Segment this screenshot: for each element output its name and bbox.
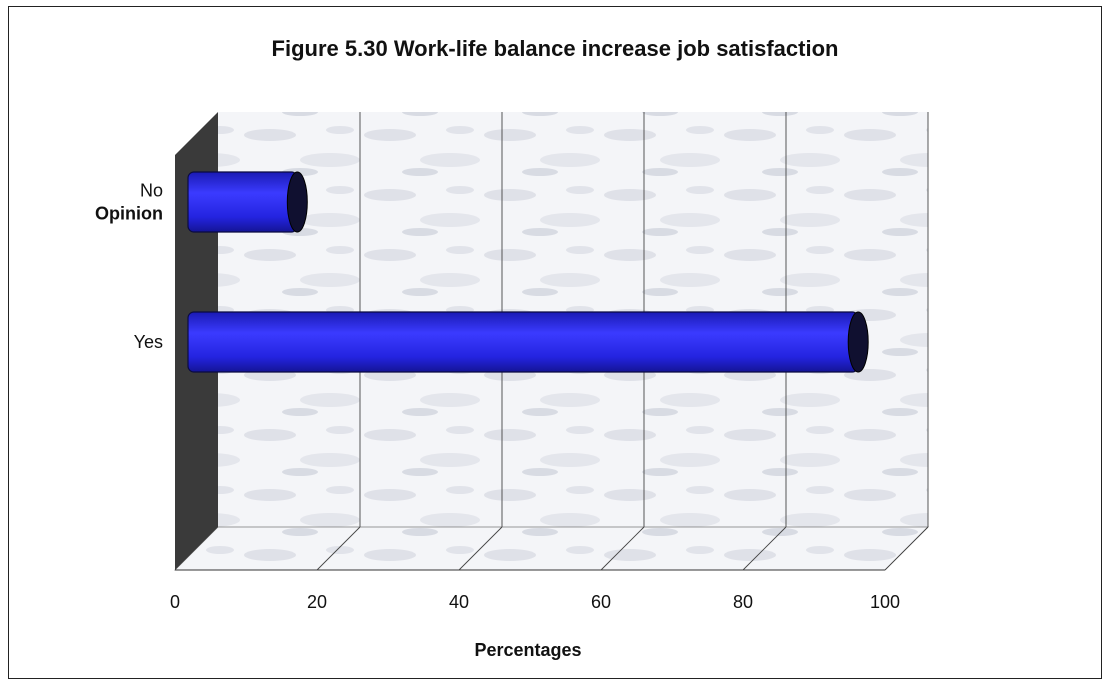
floor-gridline (458, 526, 503, 571)
x-tick-label: 0 (170, 592, 180, 612)
bar (187, 311, 859, 373)
category-label: No (140, 181, 163, 201)
chart-title: Figure 5.30 Work-life balance increase j… (271, 36, 839, 61)
floor-gridline (884, 526, 929, 571)
floor-gridline (742, 526, 787, 571)
plot-floor (174, 526, 929, 571)
category-label: Opinion (95, 204, 163, 224)
x-tick-label: 20 (307, 592, 327, 612)
x-tick-label: 100 (870, 592, 900, 612)
x-tick-label: 40 (449, 592, 469, 612)
bar-end-cap (286, 171, 308, 233)
bar-end-cap (847, 311, 869, 373)
floor-gridline (316, 526, 361, 571)
x-tick-label: 60 (591, 592, 611, 612)
x-axis-title: Percentages (474, 640, 581, 660)
x-tick-label: 80 (733, 592, 753, 612)
floor-gridline (600, 526, 645, 571)
category-label: Yes (134, 332, 163, 352)
bar (187, 171, 298, 233)
